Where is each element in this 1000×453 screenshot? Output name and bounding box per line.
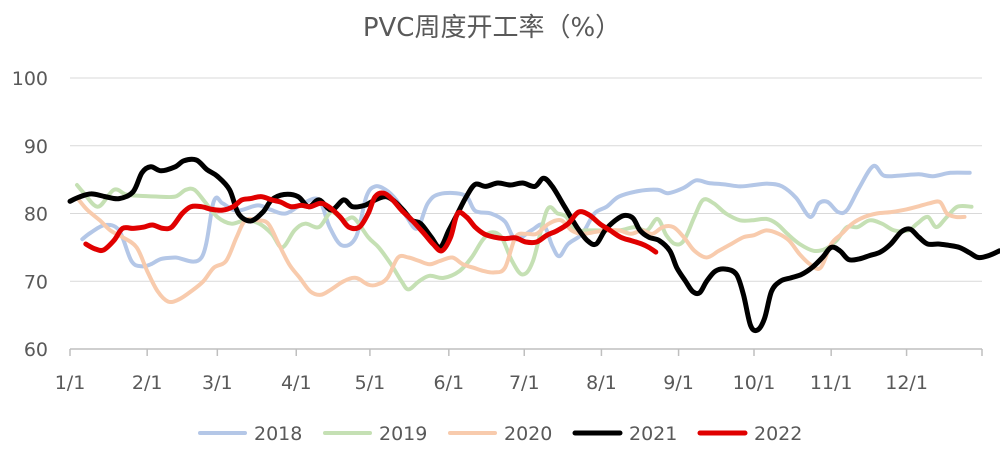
y-tick-label: 80 [24,204,48,226]
legend-label-2020: 2020 [504,423,552,445]
x-tick-label: 9/1 [663,372,694,394]
series-line-2022 [83,190,659,255]
legend-label-2019: 2019 [379,423,427,445]
series-line-2018 [80,163,972,269]
legend-label-2018: 2018 [254,423,302,445]
x-tick-label: 4/1 [281,372,312,394]
x-tick-label: 12/1 [885,372,928,394]
x-tick-label: 11/1 [810,372,853,394]
legend: 2018 2019 2020 2021 2022 [198,423,802,445]
series-lines [67,156,1000,334]
x-tick-label: 10/1 [733,372,776,394]
x-axis: 1/1 2/1 3/1 4/1 5/1 6/1 7/1 8/1 9/1 10/1 11/1 12/1 [55,348,983,394]
x-tick-label: 8/1 [586,372,617,394]
gridlines [70,77,982,282]
x-tick-label: 3/1 [202,372,233,394]
x-tick-label: 5/1 [355,372,386,394]
x-tick-label: 2/1 [132,372,163,394]
y-axis-ticks: 60 70 80 90 100 [12,68,48,361]
legend-label-2022: 2022 [754,423,802,445]
chart-title: PVC周度开工率（%） [363,13,621,43]
x-tick-label: 1/1 [55,372,86,394]
x-tick-label: 7/1 [509,372,540,394]
y-tick-label: 60 [24,339,48,361]
legend-label-2021: 2021 [629,423,677,445]
y-tick-label: 70 [24,271,48,293]
x-tick-label: 6/1 [434,372,465,394]
y-tick-label: 100 [12,68,48,90]
y-tick-label: 90 [24,136,48,158]
